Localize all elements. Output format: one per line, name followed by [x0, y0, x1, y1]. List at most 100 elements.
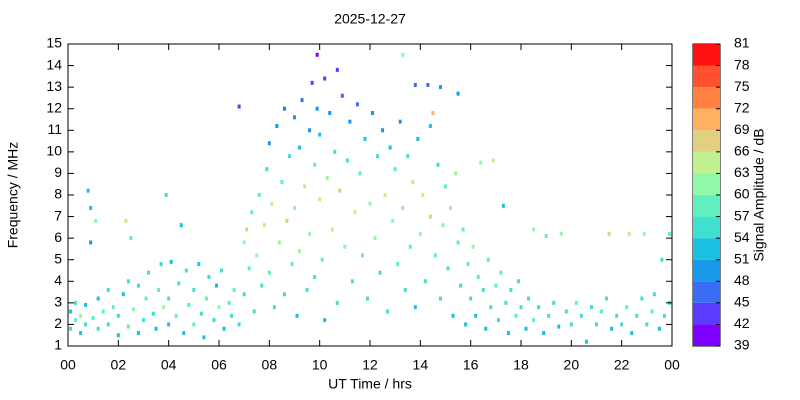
- signal-point: [272, 305, 276, 310]
- signal-point: [131, 307, 135, 312]
- signal-point: [371, 111, 375, 116]
- signal-point: [660, 257, 664, 262]
- signal-point: [220, 268, 224, 273]
- signal-point: [403, 287, 407, 292]
- signal-point: [421, 193, 425, 197]
- signal-point: [584, 339, 588, 344]
- signal-point: [295, 313, 299, 318]
- colorbar-tick-label: 39: [734, 337, 750, 353]
- signal-point: [418, 231, 422, 236]
- colorbar-tick-label: 72: [734, 99, 750, 115]
- x-tick-label: 08: [262, 357, 278, 373]
- signal-point: [627, 231, 631, 236]
- signal-point: [323, 318, 327, 323]
- signal-point: [182, 331, 186, 336]
- signal-point: [527, 296, 531, 301]
- y-tick-label: 9: [54, 164, 62, 180]
- signal-point: [323, 76, 327, 81]
- x-tick-label: 00: [664, 357, 680, 373]
- signal-point: [363, 136, 367, 141]
- signal-point: [315, 52, 319, 57]
- signal-point: [456, 91, 460, 96]
- y-axis-label: Frequency / MHz: [5, 142, 21, 249]
- signal-point: [368, 201, 372, 206]
- colorbar-tick-label: 69: [734, 121, 750, 137]
- signal-point: [350, 279, 354, 284]
- signal-point: [106, 322, 110, 327]
- colorbar-tick-label: 48: [734, 272, 750, 288]
- signal-point: [169, 259, 173, 264]
- signal-point: [509, 287, 513, 292]
- colorbar-tick-label: 45: [734, 294, 750, 310]
- signal-point: [358, 171, 362, 176]
- colorbar-tick-label: 75: [734, 78, 750, 94]
- colorbar-band: [693, 195, 720, 217]
- signal-point: [355, 102, 359, 107]
- signal-point: [438, 85, 442, 90]
- signal-point: [373, 236, 377, 241]
- signal-point: [116, 333, 120, 338]
- signal-point: [285, 218, 289, 223]
- signal-point: [277, 240, 281, 245]
- x-tick-label: 18: [513, 357, 529, 373]
- signal-point: [308, 231, 312, 236]
- signal-point: [489, 305, 493, 310]
- signal-point: [290, 262, 294, 267]
- signal-point: [391, 218, 395, 223]
- signal-point: [237, 322, 241, 327]
- signal-point: [610, 326, 614, 331]
- signal-point: [650, 309, 654, 314]
- signal-point: [552, 300, 556, 305]
- signal-point: [230, 313, 234, 318]
- signal-point: [381, 128, 385, 133]
- signal-point: [423, 279, 427, 284]
- colorbar-band: [693, 216, 720, 239]
- signal-point: [74, 300, 78, 305]
- signal-point: [406, 154, 410, 159]
- signal-point: [524, 326, 528, 331]
- signal-point: [89, 205, 93, 210]
- signal-point: [142, 318, 145, 323]
- signal-point: [532, 318, 536, 323]
- signal-point: [305, 287, 309, 292]
- signal-point: [499, 270, 503, 275]
- signal-point: [491, 158, 495, 163]
- signal-point: [428, 214, 432, 219]
- signal-point: [315, 106, 319, 111]
- signal-point: [217, 305, 221, 310]
- signal-point: [383, 193, 387, 197]
- signal-point: [433, 253, 437, 258]
- signal-point: [116, 313, 120, 318]
- chart-title: 2025-12-27: [334, 11, 406, 27]
- signal-point: [408, 244, 412, 249]
- signal-point: [652, 292, 656, 297]
- signal-point: [167, 322, 171, 327]
- colorbar-tick-label: 63: [734, 164, 750, 180]
- colorbar-band: [693, 302, 720, 325]
- signal-point: [605, 296, 609, 301]
- signal-point: [537, 305, 541, 310]
- plot-frame: [67, 43, 673, 347]
- signal-point: [459, 283, 463, 288]
- signal-point: [227, 300, 231, 305]
- signal-point: [187, 303, 191, 308]
- y-tick-label: 1: [54, 337, 62, 353]
- signal-point: [476, 274, 480, 279]
- signal-point: [124, 218, 128, 223]
- signal-point: [318, 197, 322, 202]
- signal-point: [222, 326, 226, 331]
- signal-point: [532, 227, 536, 232]
- colorbar-tick-label: 78: [734, 56, 750, 72]
- signal-point: [360, 253, 364, 258]
- signal-point: [635, 313, 639, 318]
- signal-point: [401, 205, 405, 210]
- signal-point: [184, 268, 188, 273]
- signal-point: [79, 313, 83, 318]
- signal-point: [282, 292, 286, 297]
- signal-point: [378, 270, 382, 275]
- signal-point: [625, 305, 629, 310]
- signal-point: [242, 240, 246, 245]
- colorbar-band: [693, 173, 720, 195]
- signal-point: [136, 331, 140, 336]
- signal-point: [144, 296, 148, 301]
